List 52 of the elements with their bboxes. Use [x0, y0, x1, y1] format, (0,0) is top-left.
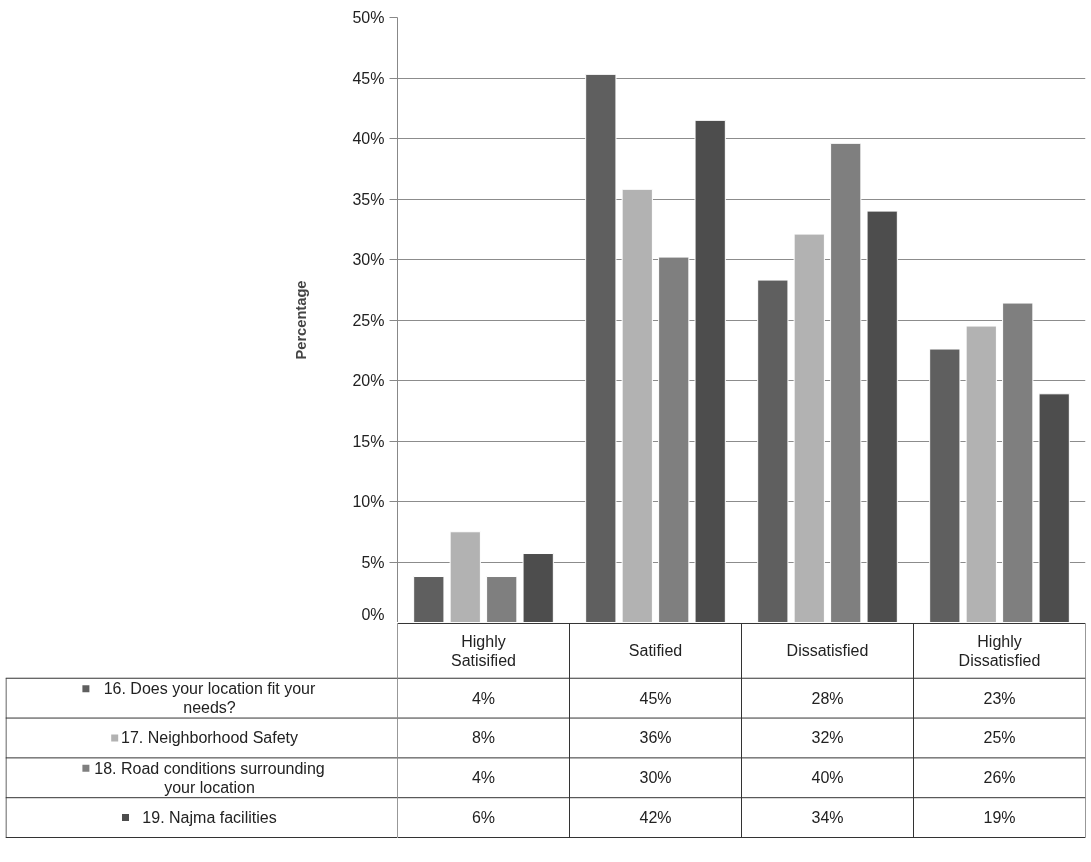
- bar: [830, 142, 862, 622]
- y-axis-title: Percentage: [293, 280, 310, 360]
- y-tick-label: 10%: [352, 493, 385, 510]
- data-label: 34%: [811, 809, 844, 827]
- bar: [1038, 393, 1070, 622]
- data-label: 8%: [471, 729, 496, 747]
- y-tick-label: 35%: [352, 190, 385, 208]
- y-tick-label: 25%: [352, 311, 385, 329]
- bar: [965, 325, 997, 622]
- bar: [866, 210, 898, 622]
- legend-label: 16. Does your location fit your needs?: [103, 680, 316, 716]
- y-tick-label: 40%: [352, 130, 385, 147]
- bar: [929, 348, 961, 622]
- y-tick-label: 30%: [352, 251, 385, 268]
- data-label: 26%: [983, 769, 1016, 787]
- bar: [694, 119, 726, 622]
- bar: [449, 531, 481, 622]
- y-tick-label: 45%: [352, 69, 385, 87]
- y-tick-label: 20%: [352, 372, 385, 389]
- data-label: 40%: [811, 769, 844, 787]
- x-tick-label: Highly Dissatisfied: [958, 633, 1041, 669]
- legend-label: 18. Road conditions surrounding your location: [94, 759, 325, 796]
- bar: [658, 256, 690, 622]
- data-label: 36%: [639, 729, 672, 747]
- bar: [585, 73, 617, 622]
- bar: [793, 233, 825, 622]
- y-tick-label: 0%: [361, 605, 385, 623]
- bar: [757, 279, 789, 622]
- data-label: 28%: [811, 689, 844, 707]
- legend-label: 19. Najma facilities: [142, 809, 277, 827]
- bar: [413, 576, 445, 622]
- bar: [486, 576, 518, 622]
- data-label: 6%: [471, 809, 496, 827]
- data-label: 42%: [639, 809, 672, 827]
- data-label: 4%: [471, 689, 496, 707]
- data-label: 19%: [983, 809, 1016, 827]
- y-tick-label: 5%: [361, 553, 385, 571]
- data-label: 32%: [811, 729, 844, 747]
- data-label: 23%: [983, 689, 1016, 707]
- data-label: 25%: [983, 729, 1016, 747]
- data-label: 30%: [639, 769, 672, 787]
- bar: [621, 188, 653, 622]
- bar: [522, 553, 554, 622]
- x-tick-label: Dissatisfied: [786, 642, 869, 660]
- x-tick-label: Highly Satisified: [451, 633, 516, 669]
- y-tick-label: 50%: [352, 9, 385, 26]
- bar: [1002, 302, 1034, 622]
- x-tick-label: Satified: [628, 642, 683, 660]
- y-tick-label: 15%: [352, 432, 385, 450]
- legend-label: 17. Neighborhood Safety: [120, 729, 299, 747]
- data-label: 45%: [639, 689, 672, 707]
- data-label: 4%: [471, 769, 496, 787]
